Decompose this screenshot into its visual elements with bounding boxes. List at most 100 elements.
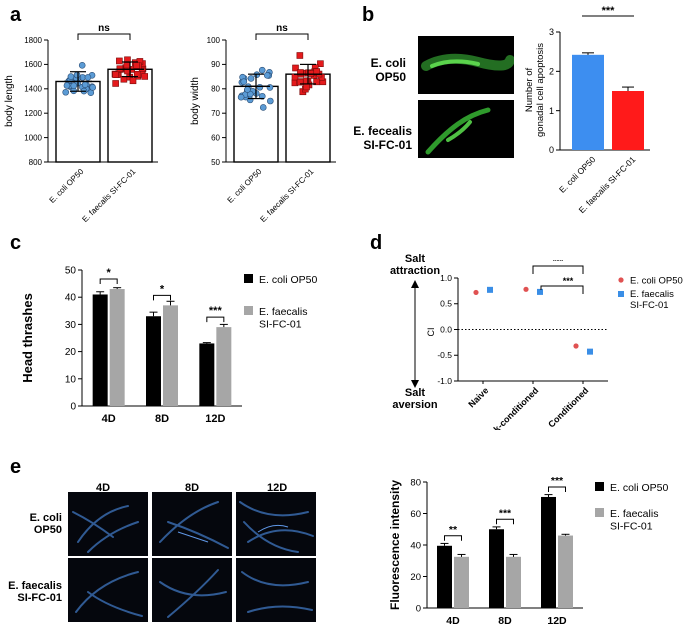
chart-a2-point (258, 92, 266, 100)
panel-b-row1-label: E. coli OP50 (360, 56, 406, 84)
panel-letter-b: b (362, 4, 375, 26)
chart-c-x-label-1: 8D (155, 413, 169, 425)
chart-e-bar-1-2 (558, 535, 573, 608)
chart-a1-point (112, 71, 119, 78)
chart-a2-x-label-1: E. faecalis SI-FC-01 (258, 167, 315, 224)
chart-a2-y-tick-label: 50 (211, 158, 220, 167)
chart-a2-point (246, 96, 254, 104)
chart-a2-point (313, 78, 320, 86)
chart-a2-point (296, 78, 304, 86)
chart-a2-point (263, 72, 271, 79)
chart-a1-point (78, 62, 86, 69)
d-y-tick-label: 1.0 (440, 273, 452, 283)
salt-aversion-line2: aversion (392, 399, 438, 411)
panel-e-row1-line1: E. coli (29, 512, 62, 524)
chart-a2-point (292, 64, 299, 72)
chart-c-legend-swatch-0 (244, 274, 253, 283)
d-legend-swatch-1 (618, 291, 624, 297)
chart-a2-point (259, 104, 267, 111)
b-x-label-0: E. coli OP50 (557, 154, 598, 195)
chart-c-sig-1-label: * (160, 283, 165, 295)
chart-c-y-tick-label: 50 (65, 266, 77, 277)
chart-a1-point (89, 84, 97, 91)
chart-c-x-label-0: 4D (102, 413, 116, 425)
chart-a1-y-tick-label: 800 (29, 158, 43, 167)
chart-c-legend-label-1b: SI-FC-01 (259, 319, 302, 331)
chart-e-sig-2-label: *** (551, 475, 564, 487)
panel-b-row2-line2: SI-FC-01 (363, 138, 412, 152)
chart-a2-sig-bracket (255, 33, 309, 40)
chart-c-sig-0-bracket (99, 278, 118, 285)
b-y-tick-label: 1 (549, 106, 554, 116)
chart-c-y-tick-label: 0 (70, 402, 76, 413)
b-y-tick-label: 0 (549, 145, 554, 155)
chart-a1-sig-bracket (77, 33, 131, 40)
panel-b-row2-label: E. fecealis SI-FC-01 (340, 124, 412, 152)
d-y-tick-label: -1.0 (437, 376, 452, 386)
d-y-tick-label: -0.5 (437, 350, 452, 360)
b-bar-0 (572, 54, 604, 150)
chart-c-bar-1-1 (163, 305, 178, 406)
chart-a2-point (303, 83, 310, 91)
chart-e-y-tick-label: 20 (410, 572, 421, 583)
chart-a2-point (317, 60, 324, 68)
panel-letter-d: d (370, 232, 383, 254)
chart-a2-point (258, 66, 266, 74)
chart-e-bar-0-2 (541, 496, 556, 608)
micrograph-e-ecoli-4d (68, 492, 148, 556)
chart-a2-point (297, 69, 304, 76)
chart-a2-point (296, 52, 304, 59)
chart-a2-y-tick-label: 60 (211, 133, 220, 142)
chart-c-sig-2-label: *** (209, 305, 223, 317)
chart-c-y-tick-label: 10 (65, 374, 77, 385)
chart-c-y-tick-label: 30 (65, 320, 77, 331)
chart-a2-point (247, 75, 255, 82)
d-legend-label-1b: SI-FC-01 (630, 300, 669, 311)
chart-e-legend-label-0: E. coli OP50 (610, 482, 669, 494)
chart-a1-point (81, 81, 89, 88)
micrograph-e-ecoli-8d (152, 492, 232, 556)
chart-a2-y-tick-label: 100 (207, 36, 221, 45)
d-sig-0-label: *** (553, 260, 564, 266)
panel-e-row2-line2: SI-FC-01 (17, 592, 62, 604)
d-sig-1-label: *** (563, 276, 574, 286)
d-legend-swatch-0 (618, 277, 624, 283)
chart-e-bar-1-1 (506, 556, 521, 608)
chart-a1-x-label-1: E. faecalis SI-FC-01 (80, 167, 137, 224)
salt-aversion-line1: Salt (404, 387, 426, 399)
salt-attraction-line2: attraction (389, 265, 441, 277)
chart-c-legend-swatch-1 (244, 306, 253, 315)
micrograph-b-faecalis (418, 100, 514, 158)
b-sig-label: *** (602, 5, 616, 17)
panel-b-row1-line1: E. coli (370, 56, 406, 70)
chart-a2-sig-label: ns (276, 23, 288, 34)
chart-a2-y-tick-label: 70 (211, 109, 220, 118)
chart-a1-point (67, 73, 75, 80)
d-sig-1-bracket (540, 285, 584, 294)
chart-c-sig-0-label: * (107, 267, 112, 279)
chart-c-legend-label-1a: E. faecalis (259, 306, 307, 318)
chart-a1-point (129, 77, 137, 85)
chart-e-y-tick-label: 80 (410, 477, 421, 488)
chart-c-legend-label-0: E. coli OP50 (259, 274, 318, 286)
panel-e-row2-label: E. faecalis SI-FC-01 (2, 580, 62, 604)
b-y-tick-label: 2 (549, 66, 554, 76)
d-y-tick-label: 0.0 (440, 324, 452, 334)
chart-c-y-tick-label: 40 (65, 293, 77, 304)
chart-e-bar-0-1 (489, 529, 504, 608)
d-point-0-2 (573, 343, 579, 349)
chart-e-legend-swatch-0 (595, 482, 604, 491)
chart-a1-y-tick-label: 1800 (24, 36, 42, 45)
chart-a1-point (133, 62, 140, 69)
b-y-tick-label: 3 (549, 27, 554, 37)
chart-a1-point (63, 82, 71, 89)
chart-a1-point (70, 82, 78, 89)
chart-c-y-tick-label: 20 (65, 347, 77, 358)
d-point-0-1 (523, 286, 529, 292)
micrograph-grid-e (68, 492, 316, 622)
salt-aversion-label: Salt aversion (385, 387, 445, 411)
panel-e-col-4d: 4D (96, 482, 111, 494)
d-ylabel: CI (426, 328, 436, 337)
